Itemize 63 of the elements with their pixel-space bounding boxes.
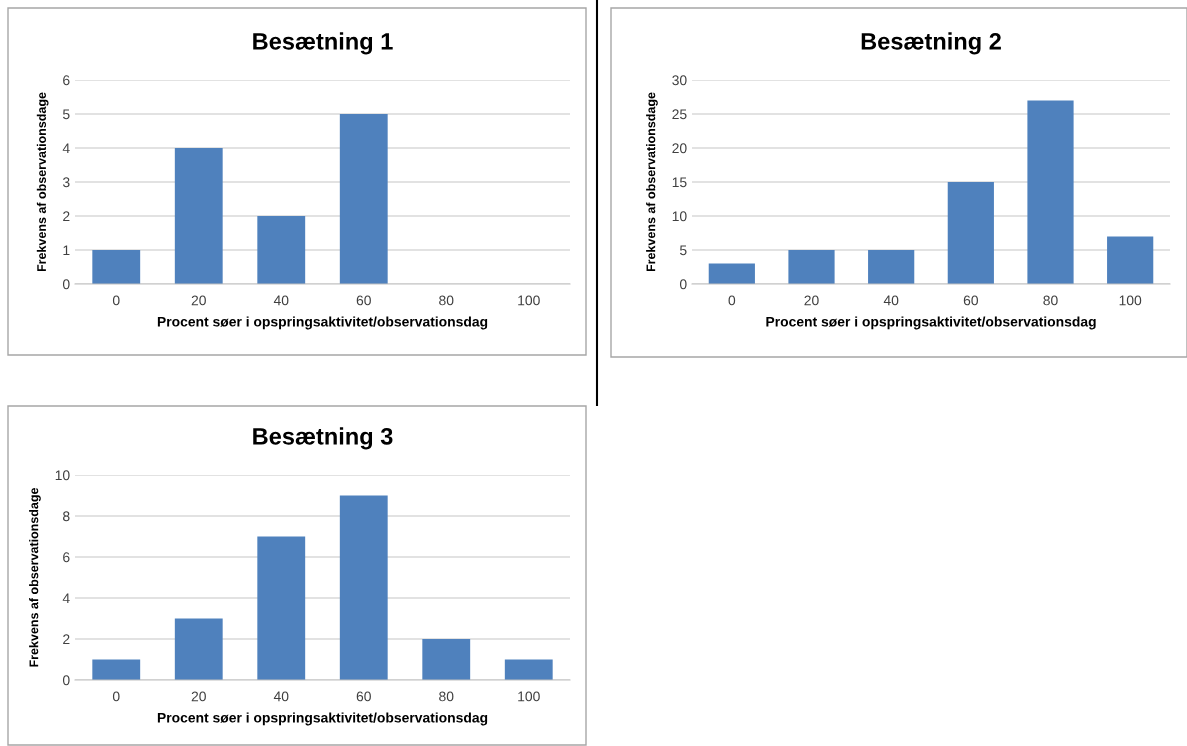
y-tick-label: 6 <box>63 75 70 86</box>
y-tick-label: 30 <box>672 75 687 86</box>
bar <box>1107 236 1154 284</box>
bar <box>868 250 915 284</box>
y-tick-label: 4 <box>62 143 70 154</box>
x-tick-label: 100 <box>1119 295 1142 306</box>
bar <box>174 148 223 284</box>
x-axis-title: Procent søer i opspringsaktivitet/observationsdag <box>157 712 488 726</box>
chart-title: Besætning 2 <box>861 32 1001 55</box>
x-tick-label: 60 <box>963 295 979 306</box>
y-axis-title: Frekvens af observationsdage <box>36 92 49 272</box>
x-tick-label: 20 <box>191 295 206 306</box>
chart-title: Besætning 1 <box>253 32 393 55</box>
bar <box>504 659 553 680</box>
x-tick-label: 40 <box>273 691 289 702</box>
x-tick-label: 80 <box>439 295 454 306</box>
bar <box>708 263 755 284</box>
x-tick-label: 80 <box>439 691 454 702</box>
y-tick-label: 4 <box>62 593 70 604</box>
y-tick-label: 15 <box>672 177 687 188</box>
bar <box>1027 100 1074 284</box>
x-tick-label: 60 <box>356 691 371 702</box>
bar <box>174 618 223 680</box>
y-tick-label: 0 <box>62 279 70 290</box>
y-tick-label: 20 <box>672 143 687 154</box>
bar <box>257 216 306 284</box>
y-tick-label: 25 <box>672 109 687 120</box>
bar <box>257 536 306 680</box>
x-tick-label: 40 <box>273 295 289 306</box>
x-tick-label: 40 <box>883 295 899 306</box>
bar <box>92 659 141 680</box>
y-tick-label: 0 <box>62 675 70 686</box>
x-tick-label: 20 <box>191 691 206 702</box>
bar <box>788 250 835 284</box>
y-tick-label: 2 <box>63 211 70 222</box>
y-tick-label: 0 <box>679 279 687 290</box>
x-tick-label: 60 <box>356 295 371 306</box>
y-axis-title: Frekvens af observationsdage <box>646 92 658 272</box>
x-axis-title: Procent søer i opspringsaktivitet/observationsdag <box>157 316 488 330</box>
bar <box>92 250 141 284</box>
bar <box>422 639 471 680</box>
x-tick-label: 100 <box>518 295 540 306</box>
y-tick-label: 5 <box>679 245 687 256</box>
x-tick-label: 0 <box>728 295 736 306</box>
y-tick-label: 5 <box>62 109 70 120</box>
bar <box>339 114 388 284</box>
y-tick-label: 6 <box>63 552 70 563</box>
y-tick-label: 10 <box>55 470 70 481</box>
x-tick-label: 80 <box>1043 295 1058 306</box>
y-tick-label: 8 <box>63 511 70 522</box>
x-tick-label: 20 <box>804 295 819 306</box>
x-tick-label: 0 <box>112 295 120 306</box>
y-axis-title: Frekvens af observationsdage <box>29 487 41 667</box>
x-axis-title: Procent søer i opspringsaktivitet/observationsdag <box>766 316 1096 330</box>
bar <box>339 495 388 680</box>
y-tick-label: 1 <box>63 245 70 256</box>
y-tick-label: 2 <box>63 634 70 645</box>
chart-title: Besætning 3 <box>253 427 393 450</box>
x-tick-label: 0 <box>112 691 120 702</box>
y-tick-label: 3 <box>62 177 70 188</box>
bar <box>947 182 994 284</box>
x-tick-label: 100 <box>518 691 540 702</box>
y-tick-label: 10 <box>672 211 687 222</box>
